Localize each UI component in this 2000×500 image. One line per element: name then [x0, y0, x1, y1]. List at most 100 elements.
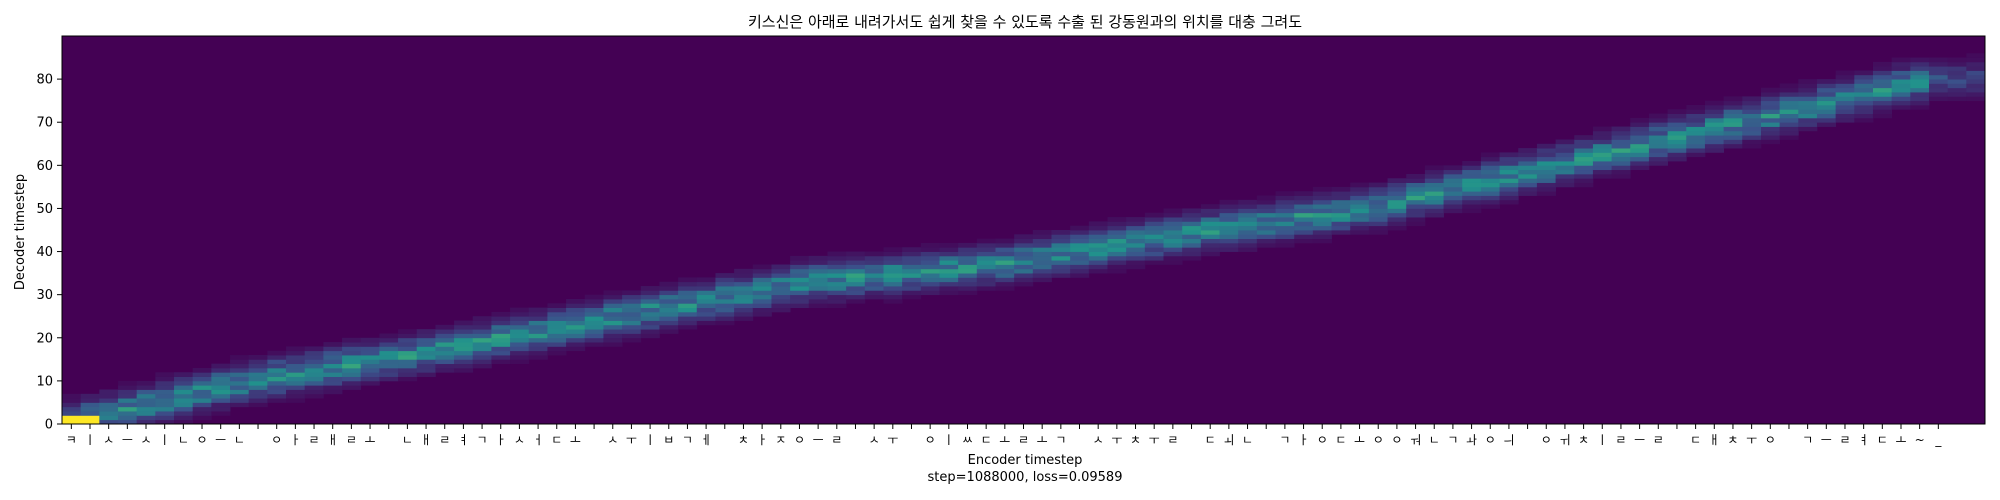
- heatmap-cell: [771, 290, 791, 296]
- heatmap-cell: [715, 303, 735, 308]
- heatmap-cell: [1854, 96, 1874, 102]
- y-tick-label: 70: [36, 116, 53, 131]
- heatmap-cell: [1779, 100, 1799, 106]
- heatmap-cell: [1107, 251, 1127, 257]
- heatmap-cell: [1070, 251, 1090, 257]
- x-tick-label: ㅇ: [1541, 433, 1552, 447]
- heatmap-cell: [286, 367, 306, 373]
- heatmap-cell: [995, 268, 1015, 274]
- heatmap-cell: [1051, 260, 1071, 265]
- heatmap-cell: [267, 376, 287, 382]
- heatmap-cell: [174, 402, 194, 408]
- heatmap-cell: [1238, 199, 1258, 205]
- heatmap-cell: [1518, 191, 1538, 196]
- heatmap-cell: [1536, 169, 1556, 175]
- heatmap-cell: [1294, 230, 1314, 235]
- heatmap-cell: [1387, 212, 1407, 218]
- heatmap-cell: [995, 264, 1015, 270]
- heatmap-cell: [510, 320, 530, 326]
- heatmap-cell: [1424, 165, 1444, 171]
- heatmap-cell: [192, 402, 212, 408]
- heatmap-cell: [678, 311, 698, 317]
- heatmap-cell: [678, 290, 698, 296]
- heatmap-cell: [920, 247, 940, 252]
- heatmap-cell: [995, 251, 1015, 257]
- heatmap-cell: [398, 363, 418, 369]
- heatmap-cell: [1107, 264, 1127, 270]
- heatmap-cell: [230, 355, 250, 360]
- heatmap-cell: [827, 298, 847, 304]
- heatmap-cell: [528, 320, 548, 326]
- heatmap-cell: [1947, 96, 1967, 102]
- heatmap-cell: [62, 411, 82, 416]
- heatmap-cell: [267, 385, 287, 390]
- heatmap-cell: [1536, 148, 1556, 153]
- heatmap-cell: [360, 367, 380, 373]
- heatmap-cell: [155, 406, 175, 412]
- heatmap-cell: [1051, 234, 1071, 240]
- heatmap-cell: [267, 355, 287, 360]
- heatmap-cell: [864, 281, 884, 287]
- heatmap-cell: [566, 329, 586, 334]
- heatmap-cell: [1144, 247, 1164, 252]
- heatmap-cells: [62, 36, 1986, 425]
- heatmap-cell: [360, 337, 380, 343]
- heatmap-cell: [734, 290, 754, 296]
- x-tick-label: ㄹ: [1653, 433, 1664, 447]
- heatmap-cell: [1704, 109, 1725, 114]
- heatmap-cell: [939, 260, 959, 265]
- heatmap-cell: [1928, 83, 1949, 89]
- heatmap-cell: [1536, 173, 1556, 179]
- heatmap-cell: [939, 264, 959, 270]
- heatmap-cell: [136, 380, 156, 386]
- heatmap-cell: [118, 393, 138, 399]
- x-tick-label: ㅐ: [327, 433, 338, 447]
- heatmap-cell: [734, 316, 754, 321]
- heatmap-cell: [1760, 96, 1781, 102]
- x-tick-label: ㅜ: [626, 433, 637, 447]
- heatmap-cell: [1854, 83, 1874, 89]
- heatmap-cell: [1574, 165, 1594, 171]
- heatmap-cell: [360, 359, 380, 365]
- heatmap-cell: [1406, 178, 1426, 183]
- heatmap-cell: [1070, 273, 1090, 278]
- heatmap-cell: [1835, 79, 1855, 84]
- heatmap-cell: [1499, 169, 1519, 175]
- x-tick-label: ㅚ: [1223, 433, 1234, 447]
- heatmap-cell: [62, 406, 82, 412]
- heatmap-cell: [1443, 178, 1463, 183]
- heatmap-cell: [1966, 61, 1986, 67]
- heatmap-cell: [883, 247, 903, 252]
- heatmap-cell: [528, 346, 548, 352]
- heatmap-cell: [454, 367, 474, 373]
- heatmap-cell: [1126, 225, 1146, 231]
- heatmap-cell: [883, 290, 903, 296]
- heatmap-cell: [846, 277, 866, 283]
- heatmap-cell: [659, 294, 679, 300]
- heatmap-cell: [211, 367, 231, 373]
- heatmap-cell: [1107, 230, 1127, 235]
- heatmap-cell: [1928, 70, 1949, 76]
- heatmap-cell: [1107, 247, 1127, 252]
- heatmap-cell: [1760, 92, 1781, 97]
- heatmap-cell: [1499, 182, 1519, 188]
- heatmap-cell: [1275, 221, 1295, 227]
- heatmap-cell: [939, 290, 959, 296]
- heatmap-cell: [230, 398, 250, 403]
- heatmap-cell: [1779, 117, 1799, 123]
- heatmap-cell: [416, 346, 436, 352]
- heatmap-cell: [1406, 217, 1426, 222]
- heatmap-cell: [211, 376, 231, 382]
- heatmap-cell: [1574, 182, 1594, 188]
- heatmap-cell: [1424, 182, 1444, 188]
- heatmap-cell: [1910, 61, 1930, 67]
- heatmap-cell: [1424, 208, 1444, 214]
- heatmap-cell: [1275, 212, 1295, 218]
- heatmap-cell: [1648, 156, 1669, 162]
- heatmap-cell: [995, 255, 1015, 261]
- heatmap-cell: [1760, 109, 1781, 114]
- heatmap-cell: [1387, 204, 1407, 209]
- heatmap-cell: [1611, 143, 1631, 149]
- x-tick-label: ㅕ: [458, 433, 469, 447]
- heatmap-cell: [1088, 268, 1108, 274]
